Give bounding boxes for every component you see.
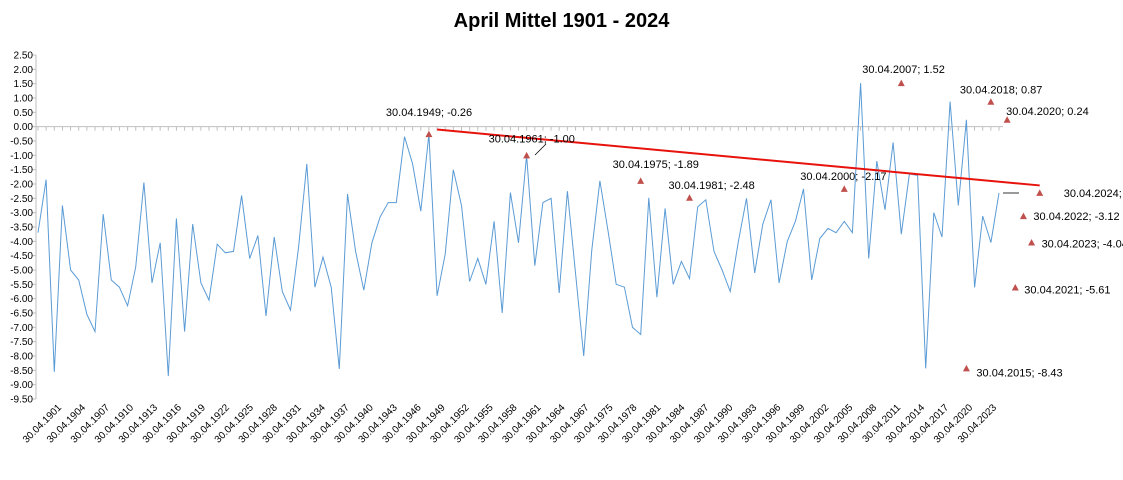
data-label: 30.04.2021; -5.61 <box>1024 284 1110 296</box>
y-tick-label: -5.00 <box>10 266 33 277</box>
data-point-marker <box>1011 283 1019 291</box>
y-tick-label: -1.50 <box>10 165 33 176</box>
y-tick-label: 0.50 <box>14 108 34 119</box>
y-tick-label: -6.50 <box>10 309 33 320</box>
data-point-marker <box>523 151 531 159</box>
data-label: 30.04.1981; -2.48 <box>669 180 755 192</box>
y-tick-label: -7.50 <box>10 337 33 348</box>
data-label: 30.04.2022; -3.12 <box>1033 211 1119 223</box>
marker-layer <box>425 79 1044 372</box>
y-tick-label: -1.00 <box>10 151 33 162</box>
data-label: 30.04.2020; 0.24 <box>1006 106 1089 118</box>
data-point-marker <box>962 364 970 372</box>
y-tick-label: -8.50 <box>10 366 33 377</box>
data-label: 30.04.2018; 0.87 <box>960 85 1043 97</box>
series-line-layer <box>37 83 1000 377</box>
y-axis-tick-labels: 2.50 2.00 1.50 1.00 0.50 0.00 -0.50 -1.00 -1.50 -… <box>10 51 33 406</box>
data-point-marker <box>1019 212 1027 220</box>
y-tick-label: -4.00 <box>10 237 33 248</box>
x-axis-tick-labels: 30.04.190130.04.190430.04.190730.04.1910… <box>21 402 999 445</box>
y-tick-label: 2.00 <box>14 65 34 76</box>
y-tick-label: -9.50 <box>10 395 33 406</box>
data-label: 30.04.2015; -8.43 <box>976 367 1062 379</box>
trend-line <box>436 128 1040 187</box>
y-tick-label: -5.50 <box>10 280 33 291</box>
annotation-leader-line <box>534 143 547 156</box>
data-label: 30.04.1961; -1.00 <box>489 133 575 145</box>
trend-line-layer <box>436 128 1040 187</box>
y-tick-label: 1.00 <box>14 94 34 105</box>
y-tick-label: -7.00 <box>10 323 33 334</box>
data-point-marker <box>1028 238 1036 246</box>
y-tick-label: 1.50 <box>14 79 34 90</box>
y-tick-label: -4.50 <box>10 251 33 262</box>
y-tick-label: -2.00 <box>10 180 33 191</box>
y-tick-label: -3.50 <box>10 223 33 234</box>
data-point-marker <box>425 130 433 138</box>
series-line <box>37 83 1000 377</box>
y-tick-label: -3.00 <box>10 208 33 219</box>
annotation-layer: 30.04.1949; -0.26 30.04.1961; -1.00 30.04.… <box>386 64 1123 379</box>
data-label: 30.04.2007; 1.52 <box>862 64 945 76</box>
data-point-marker <box>686 194 694 201</box>
data-point-marker <box>637 177 645 184</box>
y-tick-label: -2.50 <box>10 194 33 205</box>
y-tick-label: 2.50 <box>14 51 34 62</box>
data-point-marker <box>1036 189 1044 196</box>
y-tick-label: -6.00 <box>10 294 33 305</box>
data-label: 30.04.2024; -2.31 <box>1064 188 1123 200</box>
y-tick-label: 0.00 <box>14 122 34 133</box>
y-tick-label: -9.00 <box>10 380 33 391</box>
data-label: 30.04.1975; -1.89 <box>613 159 699 171</box>
y-tick-label: -8.00 <box>10 352 33 363</box>
data-point-marker <box>987 98 995 105</box>
data-label: 30.04.2023; -4.04 <box>1042 238 1123 250</box>
data-label: 30.04.2000; -2.17 <box>800 171 886 183</box>
y-tick-label: -0.50 <box>10 137 33 148</box>
chart-title: April Mittel 1901 - 2024 <box>453 10 670 32</box>
data-point-marker <box>897 79 905 87</box>
data-label: 30.04.1949; -0.26 <box>386 107 472 119</box>
data-point-marker <box>840 185 848 192</box>
data-point-marker <box>1003 116 1011 123</box>
axes <box>32 54 1003 400</box>
